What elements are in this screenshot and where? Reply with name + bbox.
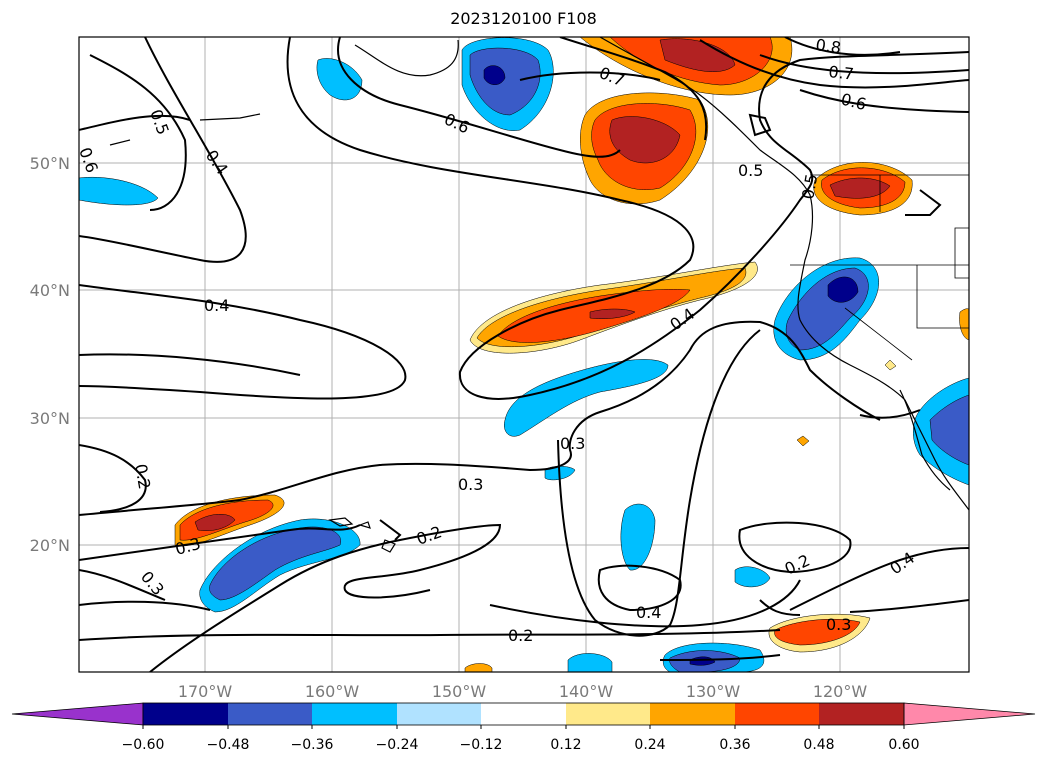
coastlines xyxy=(109,37,969,553)
lon-label: 130°W xyxy=(686,682,741,701)
contour-label: 0.3 xyxy=(458,475,483,494)
contour-label: 0.7 xyxy=(597,63,628,90)
colorbar-label: 0.24 xyxy=(634,737,665,753)
gridlines xyxy=(79,37,969,672)
contour-lines xyxy=(79,37,969,672)
lon-label: 120°W xyxy=(813,682,868,701)
filled-anomalies xyxy=(79,37,969,672)
lon-label: 150°W xyxy=(432,682,487,701)
colorbar-extend-min xyxy=(11,702,144,726)
lat-label: 50°N xyxy=(30,154,70,173)
contour-label: 0.4 xyxy=(886,548,918,578)
contour-label: 0.3 xyxy=(826,615,851,634)
colorbar-label: 0.48 xyxy=(803,737,834,753)
lat-label: 40°N xyxy=(30,281,70,300)
colorbar-segment xyxy=(735,703,819,725)
colorbar-label: 0.36 xyxy=(719,737,750,753)
longitude-labels: 170°W 160°W 150°W 140°W 130°W 120°W xyxy=(178,682,868,701)
latitude-labels: 50°N 40°N 30°N 20°N xyxy=(30,154,70,555)
colorbar-segment xyxy=(566,703,650,725)
colorbar-label: −0.48 xyxy=(207,737,250,753)
colorbar-segment xyxy=(143,703,228,725)
contour-label: 0.6 xyxy=(75,145,102,175)
contour-label: 0.4 xyxy=(202,146,232,178)
colorbar-label: 0.12 xyxy=(550,737,581,753)
contour-label: 0.5 xyxy=(798,172,821,200)
map-title: 2023120100 F108 xyxy=(450,9,597,28)
colorbar-segment xyxy=(819,703,904,725)
colorbar-segment xyxy=(650,703,735,725)
contour-labels: 0.8 0.7 0.7 0.6 0.6 0.6 0.5 0.5 0.5 0.4 … xyxy=(75,35,918,645)
lon-label: 140°W xyxy=(559,682,614,701)
contour-label: 0.2 xyxy=(131,462,154,490)
lon-label: 170°W xyxy=(178,682,233,701)
colorbar-segment xyxy=(312,703,397,725)
colorbar-segment xyxy=(397,703,481,725)
lat-label: 20°N xyxy=(30,536,70,555)
contour-label: 0.6 xyxy=(839,89,868,114)
colorbar-label: −0.36 xyxy=(291,737,334,753)
colorbar-segment xyxy=(228,703,312,725)
contour-label: 0.7 xyxy=(828,62,855,84)
state-borders xyxy=(790,174,969,361)
contour-label: 0.4 xyxy=(204,296,229,315)
map-frame xyxy=(78,36,970,673)
contour-label: 0.2 xyxy=(508,626,533,645)
contour-label: 0.6 xyxy=(441,109,472,137)
colorbar-label: −0.24 xyxy=(376,737,419,753)
contour-label: 0.8 xyxy=(814,35,842,57)
colorbar-label: −0.60 xyxy=(122,737,165,753)
colorbar-label: −0.12 xyxy=(460,737,503,753)
contour-label: 0.2 xyxy=(782,551,813,579)
contour-label: 0.4 xyxy=(666,304,698,334)
colorbar-label: 0.60 xyxy=(888,737,919,753)
contour-label: 0.3 xyxy=(560,434,585,453)
lat-label: 30°N xyxy=(30,409,70,428)
colorbar-extend-max xyxy=(903,702,1036,726)
contour-label: 0.5 xyxy=(738,161,763,180)
contour-label: 0.3 xyxy=(137,567,168,599)
contour-label: 0.4 xyxy=(636,603,661,622)
colorbar: −0.60 −0.48 −0.36 −0.24 −0.12 0.12 0.24 … xyxy=(11,702,1036,753)
colorbar-segment xyxy=(481,703,566,725)
lon-label: 160°W xyxy=(305,682,360,701)
